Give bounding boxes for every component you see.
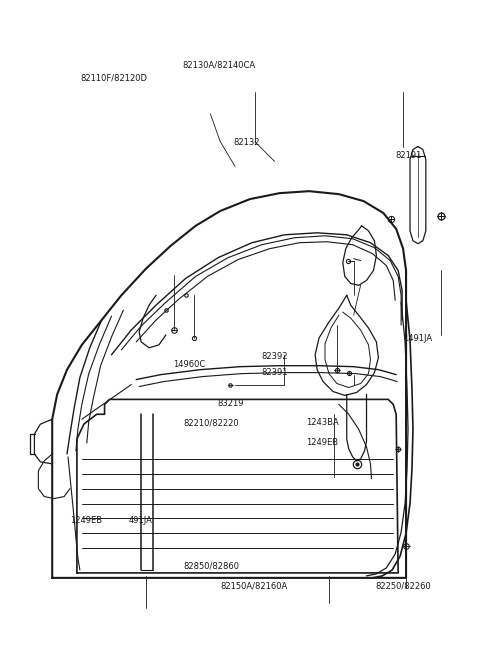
Text: 82392: 82392 [261, 352, 288, 361]
Text: 82250/82260: 82250/82260 [376, 581, 432, 591]
Text: 1249EB: 1249EB [70, 516, 102, 525]
Text: 14960C: 14960C [174, 360, 206, 369]
Text: 83219: 83219 [217, 399, 244, 408]
Text: 82391: 82391 [261, 369, 288, 377]
Text: 1491JA: 1491JA [403, 334, 432, 343]
Text: 82110F/82120D: 82110F/82120D [81, 73, 148, 82]
Text: 491JA: 491JA [129, 516, 152, 525]
Text: 82150A/82160A: 82150A/82160A [221, 581, 288, 591]
Text: 82850/82860: 82850/82860 [183, 562, 240, 571]
Text: 82130A/82140CA: 82130A/82140CA [182, 60, 255, 69]
Text: 82191: 82191 [395, 151, 421, 160]
Text: 1249EB: 1249EB [306, 438, 338, 447]
Text: 82132: 82132 [234, 139, 260, 147]
Text: 1243BA: 1243BA [306, 419, 339, 428]
Text: 82210/82220: 82210/82220 [184, 419, 240, 428]
